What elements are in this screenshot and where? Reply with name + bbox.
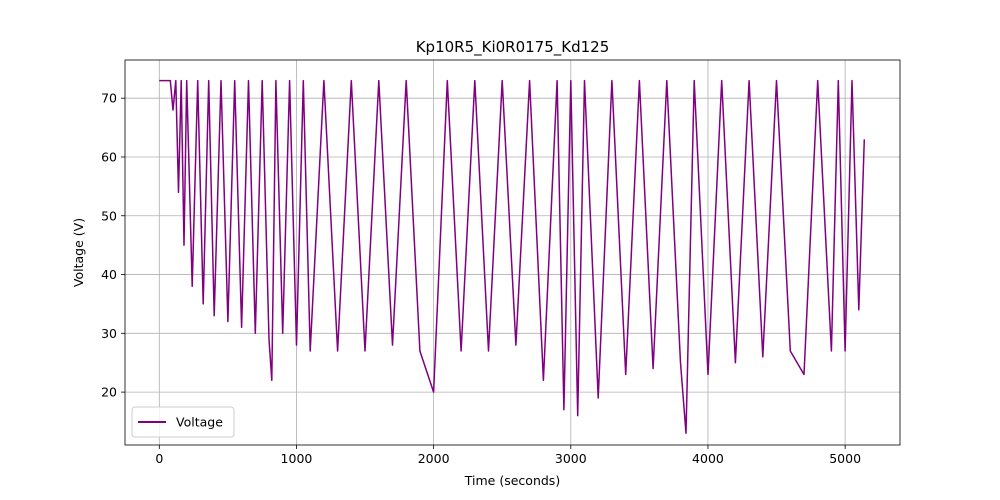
y-tick-label: 30 [101, 326, 117, 341]
x-tick-label: 4000 [692, 451, 724, 466]
y-axis-label: Voltage (V) [71, 218, 86, 287]
plot-frame [124, 59, 901, 446]
y-tick-label: 20 [101, 385, 117, 400]
legend: Voltage [131, 406, 235, 438]
y-tick-label: 40 [101, 267, 117, 282]
ticks: 0 1000 2000 3000 4000 5000 20 30 40 50 60 70 [101, 91, 861, 466]
legend-label-voltage: Voltage [176, 415, 223, 430]
y-tick-label: 50 [101, 208, 117, 223]
y-tick-label: 70 [101, 91, 117, 106]
x-tick-label: 3000 [555, 451, 587, 466]
legend-box [131, 406, 235, 438]
x-tick-label: 1000 [281, 451, 313, 466]
x-tick-label: 2000 [418, 451, 450, 466]
series-layer [159, 79, 866, 434]
x-axis-label: Time (seconds) [464, 473, 560, 488]
series-line-voltage [159, 79, 866, 434]
x-tick-label: 5000 [829, 451, 861, 466]
chart-title: Kp10R5_Ki0R0175_Kd125 [416, 38, 610, 57]
y-tick-label: 60 [101, 149, 117, 164]
x-tick-label: 0 [155, 451, 163, 466]
